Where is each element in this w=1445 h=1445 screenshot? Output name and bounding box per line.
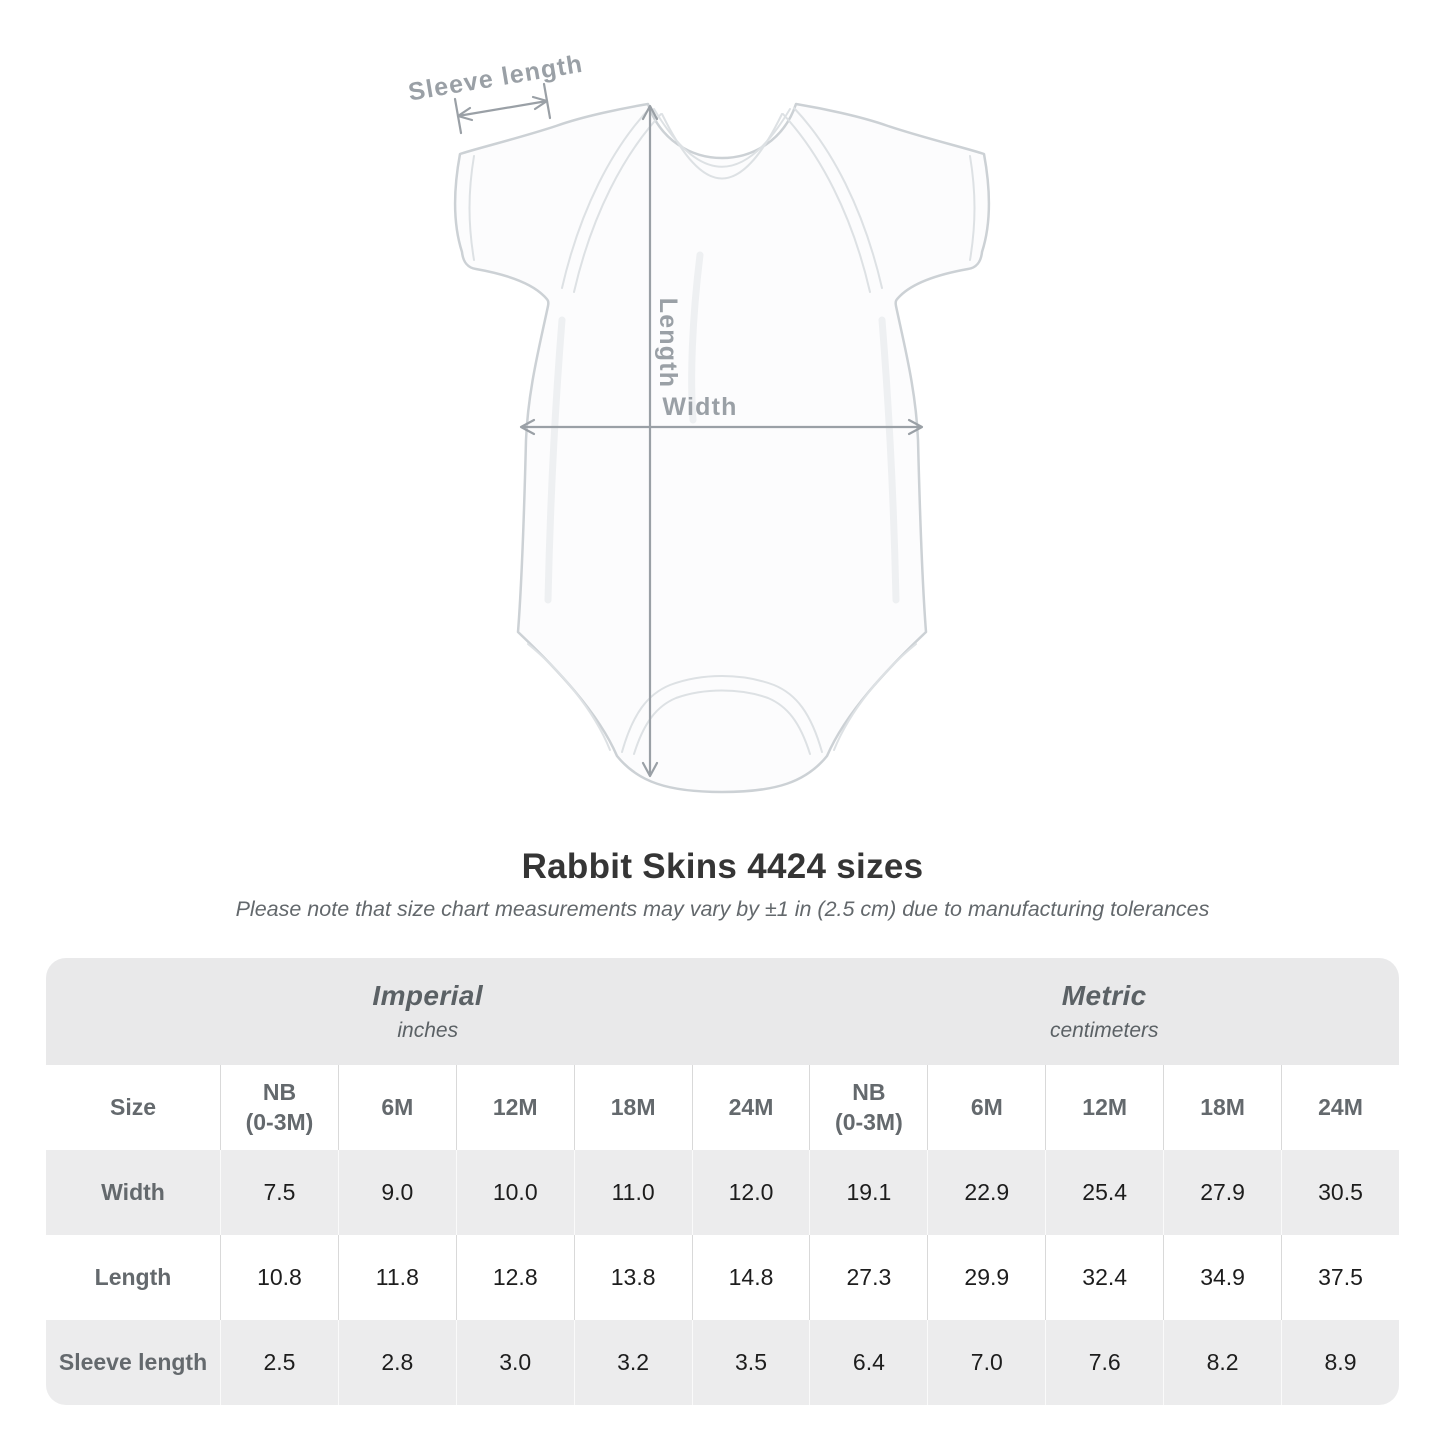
row-label: Sleeve length: [58, 1349, 208, 1375]
imperial-sublabel: inches: [397, 1019, 459, 1042]
size-value-cell: 10.8: [220, 1235, 338, 1320]
crotch-flap-seam: [621, 675, 823, 753]
table-row-length: Length 10.8 11.8 12.8 13.8 14.8 27.3 29.…: [46, 1235, 1399, 1320]
sleeve-length-label: Sleeve length: [406, 50, 585, 107]
column-header: 6M: [337, 1065, 456, 1150]
left-leg-binding: [527, 643, 611, 751]
size-value-cell: 3.2: [573, 1320, 692, 1405]
metric-label: Metric: [1061, 980, 1147, 1011]
metric-band: Metric centimeters: [809, 958, 1399, 1065]
width-arrow: [519, 418, 924, 436]
column-header: 12M: [455, 1065, 574, 1150]
column-header: 18M: [1163, 1065, 1282, 1150]
size-value-cell: 19.1: [809, 1150, 927, 1235]
size-value-cell: 10.0: [455, 1150, 574, 1235]
size-value-cell: 3.0: [455, 1320, 574, 1405]
column-header: NB (0-3M): [220, 1065, 338, 1150]
row-label: Width: [101, 1179, 165, 1205]
onesie-outline: [453, 102, 991, 794]
size-value-cell: 29.9: [927, 1235, 1045, 1320]
column-header-row: Size NB (0-3M) 6M 12M 18M 24M NB (0-3M) …: [46, 1065, 1399, 1150]
column-header: NB (0-3M): [809, 1065, 928, 1150]
imperial-band: Imperial inches: [46, 958, 810, 1065]
left-sleeve-hem: [468, 155, 475, 261]
right-sleeve-hem: [969, 155, 976, 261]
size-value-cell: 8.9: [1281, 1320, 1399, 1405]
size-value-cell: 8.2: [1163, 1320, 1281, 1405]
table-row-width: Width 7.5 9.0 10.0 11.0 12.0 19.1 22.9 2…: [46, 1150, 1399, 1235]
size-value-cell: 7.0: [927, 1320, 1045, 1405]
column-header: 12M: [1045, 1065, 1164, 1150]
size-value-cell: 11.8: [337, 1235, 456, 1320]
unit-band-row: Imperial inches Metric centimeters: [46, 958, 1399, 1065]
length-arrow: [641, 104, 659, 778]
size-value-cell: 12.8: [455, 1235, 574, 1320]
size-value-cell: 9.0: [337, 1150, 456, 1235]
column-header: 24M: [691, 1065, 810, 1150]
size-value-cell: 30.5: [1281, 1150, 1399, 1235]
size-value-cell: 32.4: [1045, 1235, 1163, 1320]
neckband-inner-seam: [661, 113, 783, 180]
measurement-annotations: [453, 82, 924, 778]
row-label: Length: [94, 1264, 172, 1290]
seam-lines: [468, 107, 976, 755]
crotch-flap-stitch: [633, 689, 811, 755]
size-value-cell: 27.9: [1163, 1150, 1281, 1235]
size-value-cell: 11.0: [573, 1150, 692, 1235]
table-row-sleeve-length: Sleeve length 2.5 2.8 3.0 3.2 3.5 6.4 7.…: [46, 1320, 1399, 1405]
onesie-illustration: [453, 102, 991, 794]
size-table-container: Imperial inches Metric centimeters Size …: [46, 958, 1399, 1405]
size-value-cell: 2.8: [337, 1320, 456, 1405]
right-leg-binding: [833, 643, 917, 751]
size-value-cell: 37.5: [1281, 1235, 1399, 1320]
size-value-cell: 25.4: [1045, 1150, 1163, 1235]
metric-sublabel: centimeters: [1049, 1019, 1159, 1042]
size-column-header: Size: [46, 1065, 220, 1150]
right-shoulder-fold: [793, 107, 883, 289]
width-label: Width: [662, 393, 737, 421]
onesie-measurement-diagram: Sleeve length Length Width: [406, 50, 991, 794]
size-value-cell: 13.8: [573, 1235, 692, 1320]
column-header: 6M: [927, 1065, 1046, 1150]
onesie-illustration-svg: Sleeve length Length Width: [406, 50, 991, 794]
sleeve-length-arrow: [453, 82, 552, 135]
size-value-cell: 7.6: [1045, 1320, 1163, 1405]
size-value-cell: 2.5: [220, 1320, 338, 1405]
length-label: Length: [654, 298, 682, 389]
right-shoulder-fold-edge: [782, 113, 871, 293]
size-value-cell: 27.3: [809, 1235, 927, 1320]
size-value-cell: 6.4: [809, 1320, 927, 1405]
size-value-cell: 34.9: [1163, 1235, 1281, 1320]
size-table: Imperial inches Metric centimeters Size …: [46, 958, 1399, 1405]
heading-block: Rabbit Skins 4424 sizes Please note that…: [0, 846, 1445, 923]
left-shoulder-fold: [561, 107, 651, 289]
neckband-outer-seam: [653, 108, 791, 168]
left-shoulder-fold-edge: [573, 113, 662, 293]
page-title: Rabbit Skins 4424 sizes: [521, 847, 924, 886]
column-header: 24M: [1281, 1065, 1399, 1150]
size-value-cell: 7.5: [220, 1150, 338, 1235]
imperial-label: Imperial: [372, 980, 484, 1011]
size-value-cell: 22.9: [927, 1150, 1045, 1235]
size-value-cell: 12.0: [691, 1150, 810, 1235]
tolerance-note: Please note that size chart measurements…: [235, 897, 1210, 921]
size-value-cell: 14.8: [691, 1235, 810, 1320]
size-value-cell: 3.5: [691, 1320, 810, 1405]
fabric-shading: [544, 251, 900, 604]
column-header: 18M: [573, 1065, 692, 1150]
